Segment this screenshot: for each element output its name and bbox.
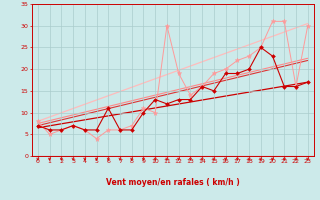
X-axis label: Vent moyen/en rafales ( km/h ): Vent moyen/en rafales ( km/h )	[106, 178, 240, 187]
